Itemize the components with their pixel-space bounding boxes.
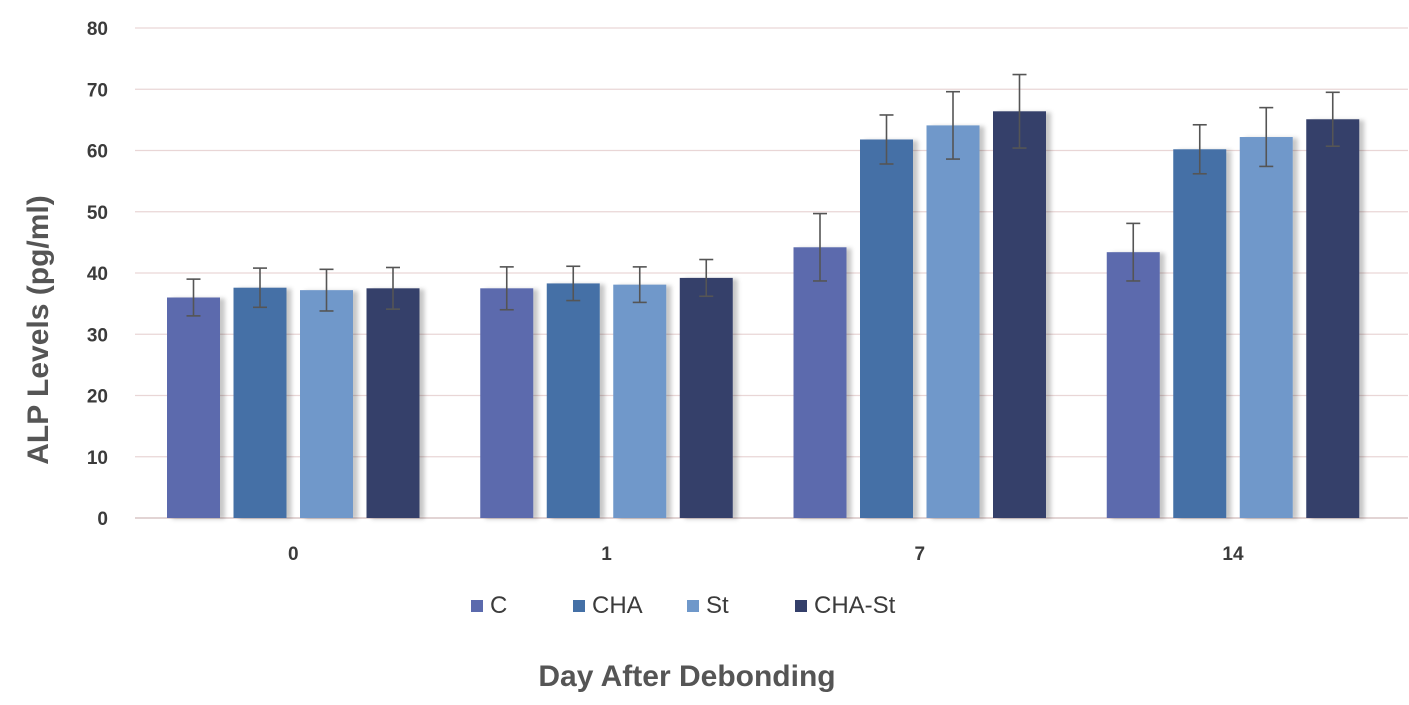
legend-swatch [795, 600, 807, 612]
bars [167, 111, 1360, 519]
bar-cha-st-day-0 [366, 288, 420, 518]
x-tick-label: 14 [1222, 544, 1244, 565]
y-tick-label: 0 [97, 509, 108, 530]
legend-swatch [471, 600, 483, 612]
bar-c-day-14 [1106, 252, 1160, 519]
x-tick-label: 1 [601, 544, 612, 565]
error-bar [813, 212, 827, 282]
error-bar [632, 266, 647, 304]
error-bar [1259, 106, 1274, 168]
error-bar [499, 266, 514, 311]
x-axis-title: Day After Debonding [538, 660, 835, 693]
legend-label: C [490, 592, 507, 619]
legend-label: CHA-St [814, 592, 896, 619]
y-tick-label: 40 [87, 264, 108, 285]
y-tick-label: 10 [87, 448, 108, 469]
bar-st-day-0 [300, 290, 353, 518]
y-tick-label: 30 [87, 325, 108, 346]
bar-c-day-1 [480, 288, 534, 518]
x-tick-label: 0 [288, 544, 299, 565]
bar-st-day-14 [1239, 137, 1293, 518]
bar-cha-st-day-7 [993, 111, 1046, 519]
bar-cha-st-day-14 [1306, 119, 1360, 518]
legend-item-st: St [687, 592, 729, 619]
y-tick-label: 70 [87, 80, 108, 101]
y-tick-label: 20 [87, 387, 108, 408]
legend-label: CHA [592, 592, 643, 619]
error-bar [946, 90, 960, 160]
y-tick-label: 50 [87, 203, 108, 224]
x-tick-label: 7 [914, 544, 925, 565]
y-axis-ticks: 0 10 20 30 40 50 60 70 80 [87, 19, 108, 530]
error-bar [1012, 73, 1027, 149]
bar-cha-day-7 [860, 139, 913, 518]
bar-cha-day-0 [233, 287, 287, 518]
error-bar [1192, 123, 1207, 175]
y-tick-label: 80 [87, 19, 108, 40]
legend-item-cha-st: CHA-St [795, 592, 896, 619]
y-tick-label: 60 [87, 142, 108, 163]
error-bar [566, 265, 581, 302]
error-bar [186, 278, 201, 317]
error-bar [319, 268, 334, 312]
error-bar [879, 114, 894, 165]
error-bar [1325, 91, 1340, 148]
error-bar [386, 266, 400, 310]
bar-cha-day-1 [546, 283, 600, 518]
bar-st-day-1 [613, 284, 667, 518]
y-axis-title: ALP Levels (pg/ml) [22, 195, 55, 465]
legend: C CHA St CHA-St [471, 592, 896, 619]
bar-cha-st-day-1 [679, 277, 733, 518]
bar-st-day-7 [926, 125, 980, 518]
x-axis-ticks: 0 1 7 14 [288, 544, 1244, 565]
bar-c-day-7 [793, 247, 847, 518]
legend-swatch [573, 600, 585, 612]
error-bars [186, 73, 1340, 317]
legend-label: St [706, 592, 729, 619]
error-bar [1126, 222, 1141, 282]
legend-item-cha: CHA [573, 592, 643, 619]
error-bar [253, 267, 267, 309]
bar-cha-day-14 [1173, 149, 1227, 518]
legend-swatch [687, 600, 699, 612]
error-bar [699, 258, 714, 298]
legend-item-c: C [471, 592, 507, 619]
bar-c-day-0 [167, 297, 220, 518]
